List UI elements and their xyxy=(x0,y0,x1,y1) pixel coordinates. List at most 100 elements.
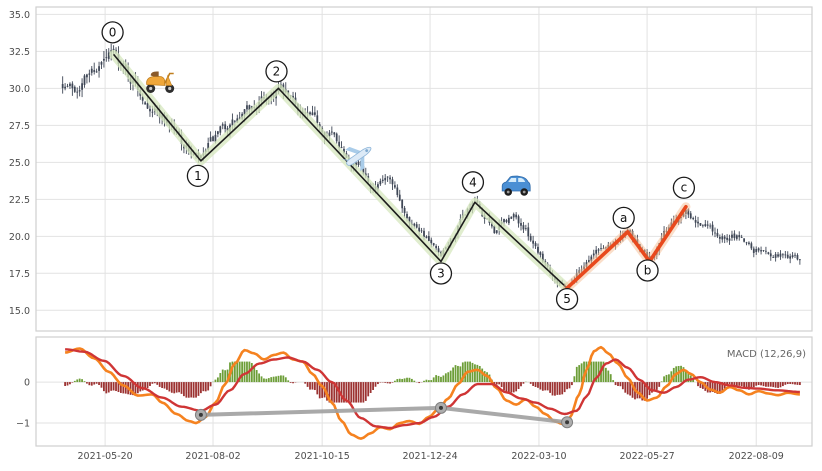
candle-body xyxy=(537,246,539,253)
candle-body xyxy=(226,128,229,132)
candle-body xyxy=(394,185,396,188)
candle-body xyxy=(520,223,522,226)
candle-body xyxy=(711,224,714,232)
candle-body xyxy=(731,234,733,238)
candle-body xyxy=(532,240,535,244)
macd-indicator-label: MACD (12,26,9) xyxy=(727,349,806,360)
candle-body xyxy=(311,112,314,116)
candle-body xyxy=(357,161,360,166)
candle-body xyxy=(418,227,421,232)
y-tick-label: 20.0 xyxy=(9,232,30,243)
x-tick-label: 2021-05-20 xyxy=(78,451,133,462)
candle-body xyxy=(144,102,147,105)
candle-body xyxy=(406,214,408,219)
candle-body xyxy=(493,225,496,234)
macd-y-tick-label: −1 xyxy=(16,419,30,430)
candle-body xyxy=(420,230,423,232)
candle-body xyxy=(728,238,731,241)
candle-body xyxy=(333,132,336,135)
candle-body xyxy=(692,217,695,220)
candle-body xyxy=(784,254,787,256)
candle-body xyxy=(774,254,777,258)
candle-body xyxy=(745,242,748,244)
correction-wave-line xyxy=(565,204,688,290)
chart-layers: 0 1 2 3 4 5 a b c 35.0 32.5 30.0 27.5 25.0 22.5 20.0 17.… xyxy=(9,6,813,462)
y-tick-label: 35.0 xyxy=(9,10,30,21)
candle-body xyxy=(408,216,411,224)
divergence-marker-dot xyxy=(565,420,570,425)
candle-body xyxy=(64,86,66,89)
candle-body xyxy=(343,148,345,154)
candle-body xyxy=(762,250,765,251)
candle-body xyxy=(316,115,319,123)
y-tick-label: 22.5 xyxy=(9,195,30,206)
candle-body xyxy=(149,108,151,112)
candle-body xyxy=(340,147,343,149)
candle-body xyxy=(338,141,341,148)
candle-body xyxy=(98,66,100,71)
wave-label-circle-a xyxy=(612,206,635,230)
y-tick-label: 25.0 xyxy=(9,158,30,169)
candle-body xyxy=(529,236,532,241)
candle-body xyxy=(595,249,598,254)
price-panel-bg xyxy=(36,7,812,331)
signal-line xyxy=(65,348,800,430)
candle-body xyxy=(425,236,428,239)
candle-body xyxy=(505,219,508,222)
candle-body xyxy=(491,222,493,227)
x-tick-label: 2021-08-02 xyxy=(185,451,240,462)
candle-body xyxy=(798,259,801,261)
candle-body xyxy=(381,179,384,182)
candle-body xyxy=(386,176,389,178)
candle-body xyxy=(107,52,110,59)
candle-body xyxy=(69,83,71,87)
candle-body xyxy=(73,86,76,92)
candle-body xyxy=(697,221,699,224)
macd-line xyxy=(64,345,801,440)
wave-label-circle-3 xyxy=(429,262,453,285)
candle-body xyxy=(726,237,729,240)
candle-body xyxy=(714,232,716,234)
candle-body xyxy=(379,180,382,185)
candle-body xyxy=(212,136,214,141)
candle-body xyxy=(597,249,600,251)
x-tick-label: 2022-03-10 xyxy=(511,451,566,462)
candle-body xyxy=(221,124,224,126)
candle-body xyxy=(794,254,796,256)
candle-body xyxy=(141,96,144,101)
candle-body xyxy=(689,213,692,219)
candle-body xyxy=(214,134,217,142)
candle-body xyxy=(146,103,149,109)
wave-label-circle-1 xyxy=(186,164,210,188)
candle-body xyxy=(224,124,227,130)
candle-body xyxy=(600,248,602,249)
candle-body xyxy=(590,256,593,262)
airplane-shape xyxy=(340,146,372,172)
x-tick-label: 2022-08-09 xyxy=(729,451,784,462)
candle-body xyxy=(100,62,103,65)
candle-body xyxy=(769,253,772,257)
wave-label-circle-b xyxy=(636,259,659,282)
candle-body xyxy=(539,252,542,255)
wave-label-circle-5 xyxy=(555,287,579,311)
candle-body xyxy=(782,254,784,256)
candle-body xyxy=(216,131,219,135)
candle-body xyxy=(534,243,537,247)
x-tick-label: 2021-12-24 xyxy=(402,451,457,462)
wave-label-5: 5 xyxy=(563,292,571,306)
candle-body xyxy=(699,223,702,226)
candle-body xyxy=(733,233,736,239)
candle-body xyxy=(423,230,425,238)
candle-body xyxy=(377,184,379,190)
candle-body xyxy=(209,137,212,142)
candle-body xyxy=(76,91,79,93)
candle-body xyxy=(435,245,438,249)
airplane-icon xyxy=(340,146,372,172)
y-tick-label: 17.5 xyxy=(9,269,30,280)
candle-body xyxy=(313,112,316,115)
candle-body xyxy=(704,224,707,227)
candle-body xyxy=(432,243,435,246)
candle-body xyxy=(796,254,799,260)
candle-body xyxy=(403,207,406,214)
